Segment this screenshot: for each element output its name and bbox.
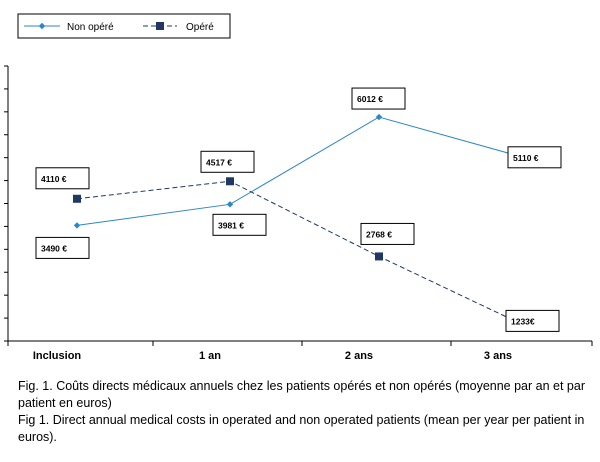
legend: Non opéré Opéré [17,13,231,39]
legend-label-non-opere: Non opéré [67,22,114,33]
data-label-text: 3981 € [218,220,244,230]
data-point [73,222,81,229]
data-label-text: 1233€ [511,316,535,326]
data-label-box [507,146,562,169]
data-label-text: 4110 € [41,174,67,184]
legend-label-opere: Opéré [186,22,214,33]
data-point [375,113,383,121]
series-line [76,180,519,323]
data-label: 3490 € [35,236,90,259]
x-tick-label: Inclusion [33,350,82,362]
data-label: 3981 € [212,213,267,236]
axes: Inclusion 1 an 2 ans 3 ans [4,65,593,362]
data-label: 5110 € [507,146,562,169]
data-label-box [360,222,415,245]
x-tick-label: 1 an [199,350,221,362]
legend-marker-non-opere [38,22,46,30]
data-label-box [505,309,560,332]
x-tick-label: 2 ans [345,350,373,362]
data-label: 4517 € [200,150,255,173]
data-label-text: 2768 € [366,229,392,239]
series-line [76,116,519,226]
data-label-box [351,87,406,110]
series-layer [73,113,522,327]
data-point [226,201,234,208]
data-label-text: 3490 € [41,243,67,253]
data-label: 2768 € [360,222,415,245]
data-label-box [200,150,255,173]
data-point [226,177,234,186]
data-label-text: 5110 € [513,153,539,163]
caption-french: Fig. 1. Coûts directs médicaux annuels c… [18,379,585,410]
data-point [73,194,81,203]
x-tick-label: 3 ans [484,350,512,362]
data-label-text: 4517 € [206,157,232,167]
data-label-box [35,236,90,259]
figure-caption: Fig. 1. Coûts directs médicaux annuels c… [18,378,588,446]
data-labels: 3490 € 3981 € 6012 € 5110 € 4110 € 4517 € 2768… [35,87,562,332]
data-label: 4110 € [35,167,90,190]
data-point [375,252,383,261]
data-label: 1233€ [505,309,560,332]
data-label-box [212,213,267,236]
legend-marker-opere [156,22,164,30]
data-label: 6012 € [351,87,406,110]
data-label-box [35,167,90,190]
data-label-text: 6012 € [357,94,383,104]
caption-english: Fig 1. Direct annual medical costs in op… [18,413,585,444]
